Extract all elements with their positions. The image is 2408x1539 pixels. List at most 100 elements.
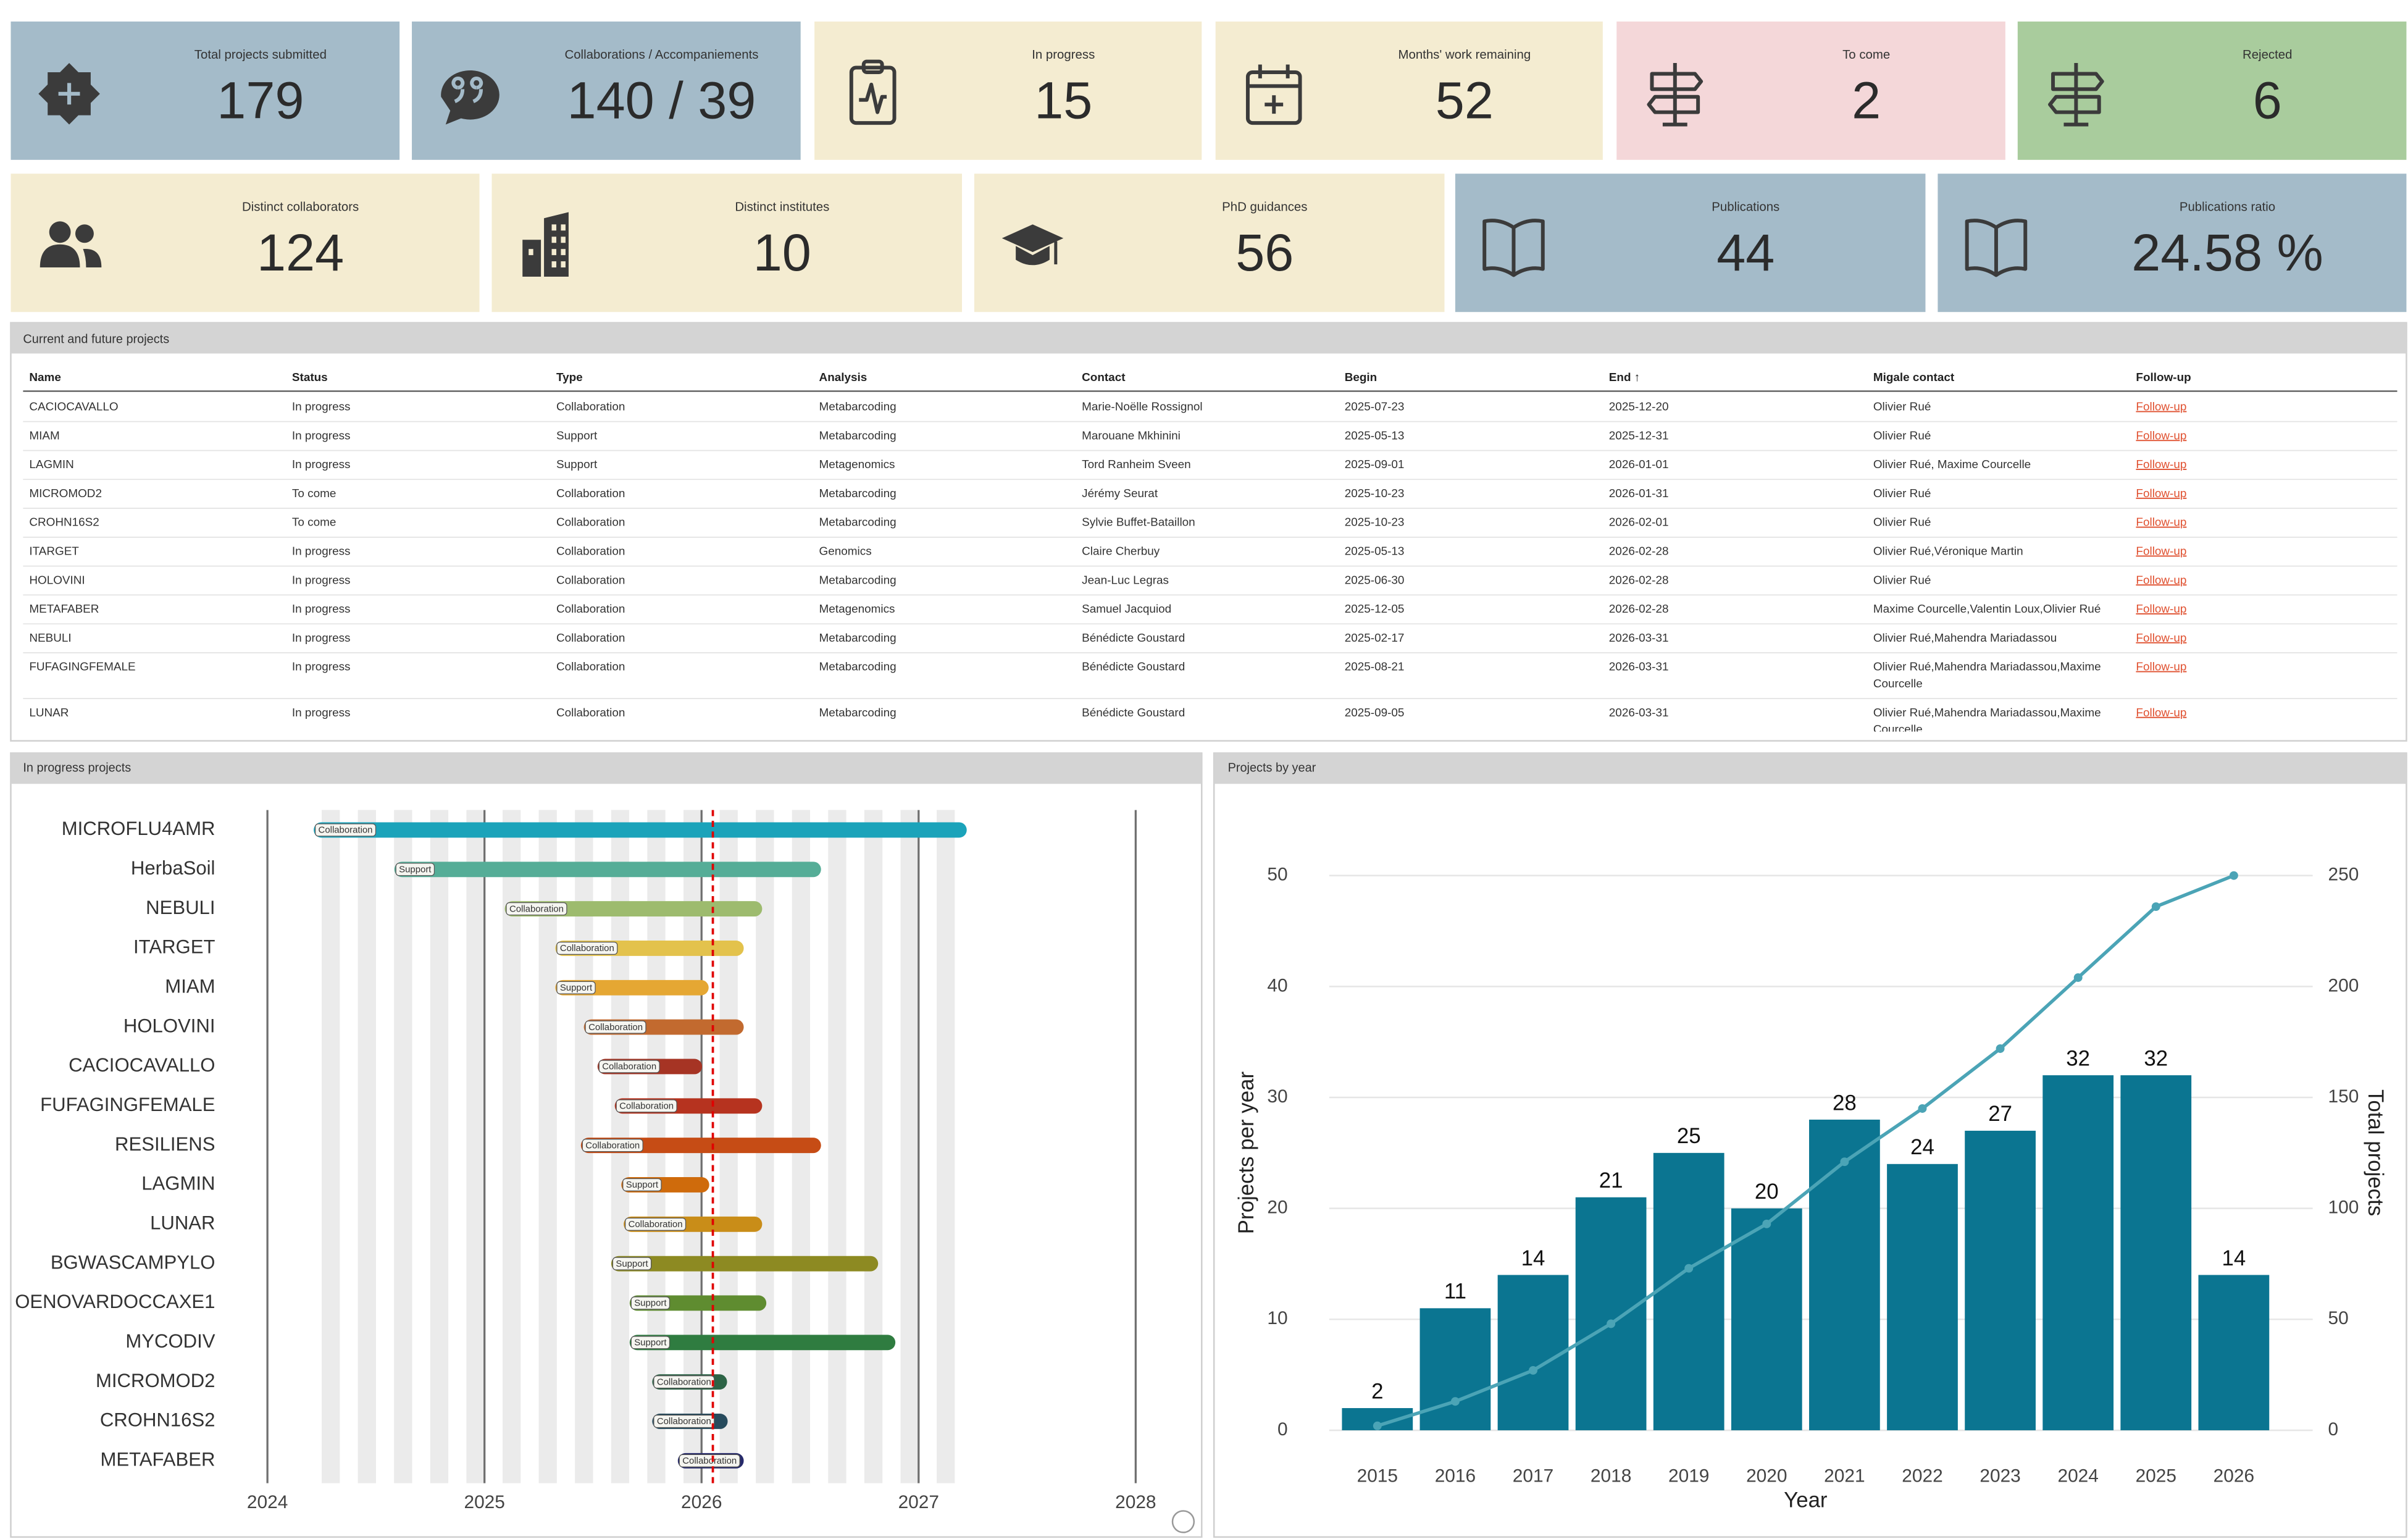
icon-shape <box>1245 70 1302 125</box>
stat-card <box>491 174 963 312</box>
follow-up-link[interactable]: Follow-up <box>2136 429 2186 442</box>
project-label: MICROMOD2 <box>96 1370 215 1391</box>
data-label: 24 <box>1910 1135 1934 1159</box>
card-value: 24.58 % <box>2131 223 2323 282</box>
month-band <box>466 810 485 1483</box>
type-label: Collaboration <box>560 943 614 954</box>
type-label: Collaboration <box>619 1101 674 1111</box>
data-label: 11 <box>1444 1280 1466 1304</box>
table-cell: 2025-07-23 <box>1345 401 1405 414</box>
follow-up-link[interactable]: Follow-up <box>2136 632 2186 645</box>
icon-shape <box>561 237 566 243</box>
column-header: Analysis <box>819 371 867 384</box>
project-label: MYCODIV <box>125 1330 215 1352</box>
line-point <box>1918 1104 1927 1113</box>
icon-shape <box>40 244 102 268</box>
x-axis-title: Year <box>1784 1488 1828 1512</box>
table-cell: In progress <box>292 574 351 587</box>
table-cell: Marouane Mkhinini <box>1082 429 1181 442</box>
x-tick-label: 2024 <box>2057 1466 2098 1487</box>
project-label: HerbaSoil <box>131 857 215 879</box>
table-cell: Metabarcoding <box>819 487 897 500</box>
reset-button[interactable] <box>1171 1510 1195 1533</box>
type-label: Support <box>626 1180 659 1190</box>
icon-shape <box>1482 219 1545 277</box>
table-cell: Collaboration <box>556 632 625 645</box>
type-badge <box>506 902 567 916</box>
type-label: Support <box>560 983 593 993</box>
table-cell: 2026-01-31 <box>1609 487 1669 500</box>
table-cell: Olivier Rué <box>1873 429 1931 442</box>
icon-shape <box>1647 63 1704 127</box>
line-point <box>2073 973 2083 982</box>
y2-tick-label: 250 <box>2328 865 2359 885</box>
table-cell: To come <box>292 516 336 529</box>
x-tick-label: 2025 <box>2136 1466 2176 1487</box>
table-cell: Collaboration <box>556 401 625 414</box>
type-badge <box>314 823 377 837</box>
follow-up-link[interactable]: Follow-up <box>2136 574 2186 587</box>
project-label: OENOVARDOCCAXE1 <box>15 1291 215 1312</box>
type-badge <box>612 1257 652 1270</box>
type-label: Support <box>634 1337 667 1348</box>
y-tick-label: 20 <box>1267 1197 1287 1218</box>
project-label: NEBULI <box>146 897 215 918</box>
card-icon <box>40 221 102 268</box>
project-label: HOLOVINI <box>123 1015 215 1036</box>
card-value: 124 <box>257 223 344 282</box>
icon-shape <box>859 82 887 114</box>
card-icon <box>1001 224 1064 266</box>
type-badge <box>616 1099 677 1113</box>
table-cell: Olivier Rué,Véronique Martin <box>1873 545 2023 558</box>
icon-shape <box>522 212 569 277</box>
icon-shape <box>441 70 500 125</box>
month-band <box>828 810 847 1483</box>
panel-header <box>10 753 1202 784</box>
card-label: Distinct collaborators <box>242 200 359 214</box>
table-cell: 2026-03-31 <box>1609 707 1669 719</box>
table-cell: 2025-09-05 <box>1345 707 1405 719</box>
type-label: Support <box>616 1259 648 1269</box>
bar <box>1731 1208 1802 1430</box>
column-header: Type <box>556 371 583 384</box>
table: Name Status Type Analysis Contact Begin End ↑ M… <box>23 371 2398 732</box>
column-header: Contact <box>1082 371 1126 384</box>
panel-title: Projects by year <box>1228 761 1316 775</box>
icon-shape <box>1001 224 1064 266</box>
table-cell: Jean-Luc Legras <box>1082 574 1169 587</box>
type-badge <box>598 1060 660 1073</box>
table-cell: To come <box>292 487 336 500</box>
line-point <box>1607 1319 1616 1328</box>
table-cell: 2025-05-13 <box>1345 545 1405 558</box>
table-cell: 2025-10-23 <box>1345 516 1405 529</box>
project-label: METAFABER <box>100 1449 215 1470</box>
follow-up-link[interactable]: Follow-up <box>2136 661 2186 674</box>
data-label: 28 <box>1833 1091 1857 1115</box>
table-cell: Claire Cherbuy <box>1082 545 1160 558</box>
follow-up-link[interactable]: Follow-up <box>2136 707 2186 719</box>
follow-up-link[interactable]: Follow-up <box>2136 458 2186 471</box>
follow-up-link[interactable]: Follow-up <box>2136 516 2186 529</box>
follow-up-link[interactable]: Follow-up <box>2136 545 2186 558</box>
month-band <box>864 810 883 1483</box>
column-header: Migale contact <box>1873 371 1955 384</box>
bar <box>1497 1275 1569 1430</box>
column-header: Status <box>292 371 328 384</box>
follow-up-link[interactable]: Follow-up <box>2136 603 2186 616</box>
card-label: Rejected <box>2243 48 2292 62</box>
icon-shape <box>861 59 884 74</box>
table-cell: Metabarcoding <box>819 661 897 674</box>
table-cell: In progress <box>292 632 351 645</box>
icon-shape <box>1965 219 2028 277</box>
table-cell: NEBULI <box>29 632 71 645</box>
project-label: BGWASCAMPYLO <box>51 1251 215 1273</box>
line-point <box>1373 1421 1382 1430</box>
column-header: Begin <box>1345 371 1377 384</box>
table-panel <box>10 322 2407 742</box>
follow-up-link[interactable]: Follow-up <box>2136 487 2186 500</box>
table-cell: 2025-10-23 <box>1345 487 1405 500</box>
bar <box>1887 1164 1958 1430</box>
follow-up-link[interactable]: Follow-up <box>2136 401 2186 414</box>
table-cell: Metabarcoding <box>819 707 897 719</box>
panel-header <box>1214 753 2407 784</box>
